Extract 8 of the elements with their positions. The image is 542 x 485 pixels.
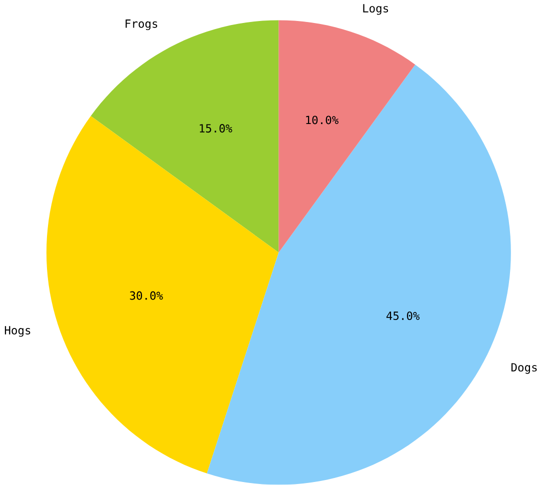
data-label: 10.0% bbox=[306, 116, 338, 124]
data-label: 30.0% bbox=[130, 291, 163, 300]
data-label: 45.0% bbox=[386, 312, 420, 320]
data-label: 15.0% bbox=[200, 124, 232, 133]
slice-label: Hogs bbox=[4, 326, 30, 337]
slice-label: Frogs bbox=[126, 20, 158, 30]
slice-label: Logs bbox=[363, 4, 388, 15]
slice-label: Dogs bbox=[511, 363, 537, 374]
